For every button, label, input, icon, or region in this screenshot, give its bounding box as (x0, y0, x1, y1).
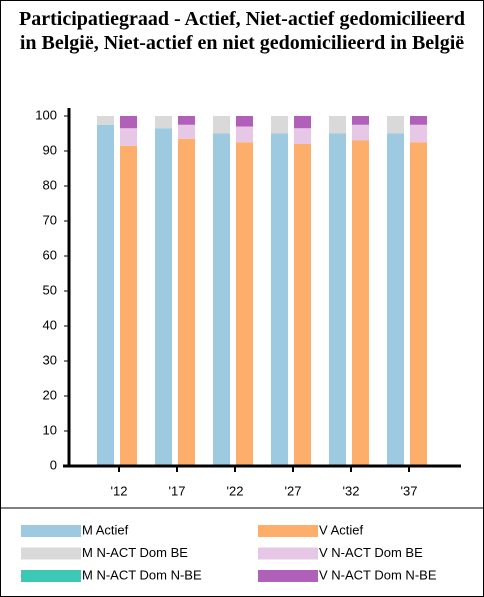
bar-segment (236, 142, 253, 466)
y-tick-label: 90 (43, 142, 57, 157)
legend-swatch (21, 525, 81, 537)
legend-label: V Actief (319, 522, 363, 537)
y-tick-label: 80 (43, 177, 57, 192)
bar-segment (213, 116, 230, 134)
bar-segment (352, 140, 369, 466)
bar-segment (387, 116, 404, 134)
y-tick-label: 60 (43, 247, 57, 262)
bar-segment (271, 133, 288, 466)
y-tick-label: 40 (43, 317, 57, 332)
x-tick-label: '32 (343, 483, 360, 498)
bar-segment (387, 133, 404, 466)
bar-segment (410, 124, 427, 143)
y-tick-label: 70 (43, 212, 57, 227)
x-tick-label: '12 (111, 483, 128, 498)
bar-segment (178, 116, 195, 125)
bar-segment (178, 138, 195, 466)
bar-segment (155, 116, 172, 129)
x-tick-label: '37 (401, 483, 418, 498)
y-tick-label: 10 (43, 422, 57, 437)
legend-label: V N-ACT Dom BE (319, 545, 423, 560)
legend-swatch (21, 570, 81, 582)
y-tick-label: 20 (43, 387, 57, 402)
bar-segment (271, 116, 288, 134)
legend-swatch (21, 547, 81, 560)
bar-segment (352, 124, 369, 141)
x-tick-label: '22 (227, 483, 244, 498)
bar-segment (410, 142, 427, 466)
bar-segment (410, 116, 427, 125)
y-tick-label: 50 (43, 282, 57, 297)
legend-swatch (258, 525, 318, 537)
bar-segment (294, 116, 311, 129)
legend-label: M N-ACT Dom N-BE (82, 567, 202, 582)
legend-swatch (258, 570, 318, 582)
bar-segment (352, 116, 369, 125)
bar-segment (329, 116, 346, 134)
bar-segment (97, 116, 114, 125)
legend-label: M N-ACT Dom BE (82, 545, 188, 560)
bar-segment (120, 145, 137, 466)
bar-segment (97, 124, 114, 466)
bar-segment (329, 133, 346, 466)
x-tick-label: '27 (285, 483, 302, 498)
bar-segment (213, 133, 230, 466)
bar-segment (120, 116, 137, 129)
legend-label: M Actief (82, 522, 129, 537)
bar-segment (294, 144, 311, 466)
bar-segment (120, 128, 137, 146)
bar-segment (155, 128, 172, 466)
x-tick-label: '17 (169, 483, 186, 498)
legend-swatch (258, 547, 318, 560)
bar-segment (294, 128, 311, 144)
chart-title: Participatiegraad - Actief, Niet-actief … (19, 8, 465, 54)
bar-segment (178, 124, 195, 139)
bar-segment (236, 116, 253, 127)
y-tick-label: 30 (43, 352, 57, 367)
legend-label: V N-ACT Dom N-BE (319, 567, 437, 582)
y-tick-label: 100 (35, 107, 57, 122)
bar-segment (236, 126, 253, 143)
y-tick-label: 0 (50, 457, 57, 472)
